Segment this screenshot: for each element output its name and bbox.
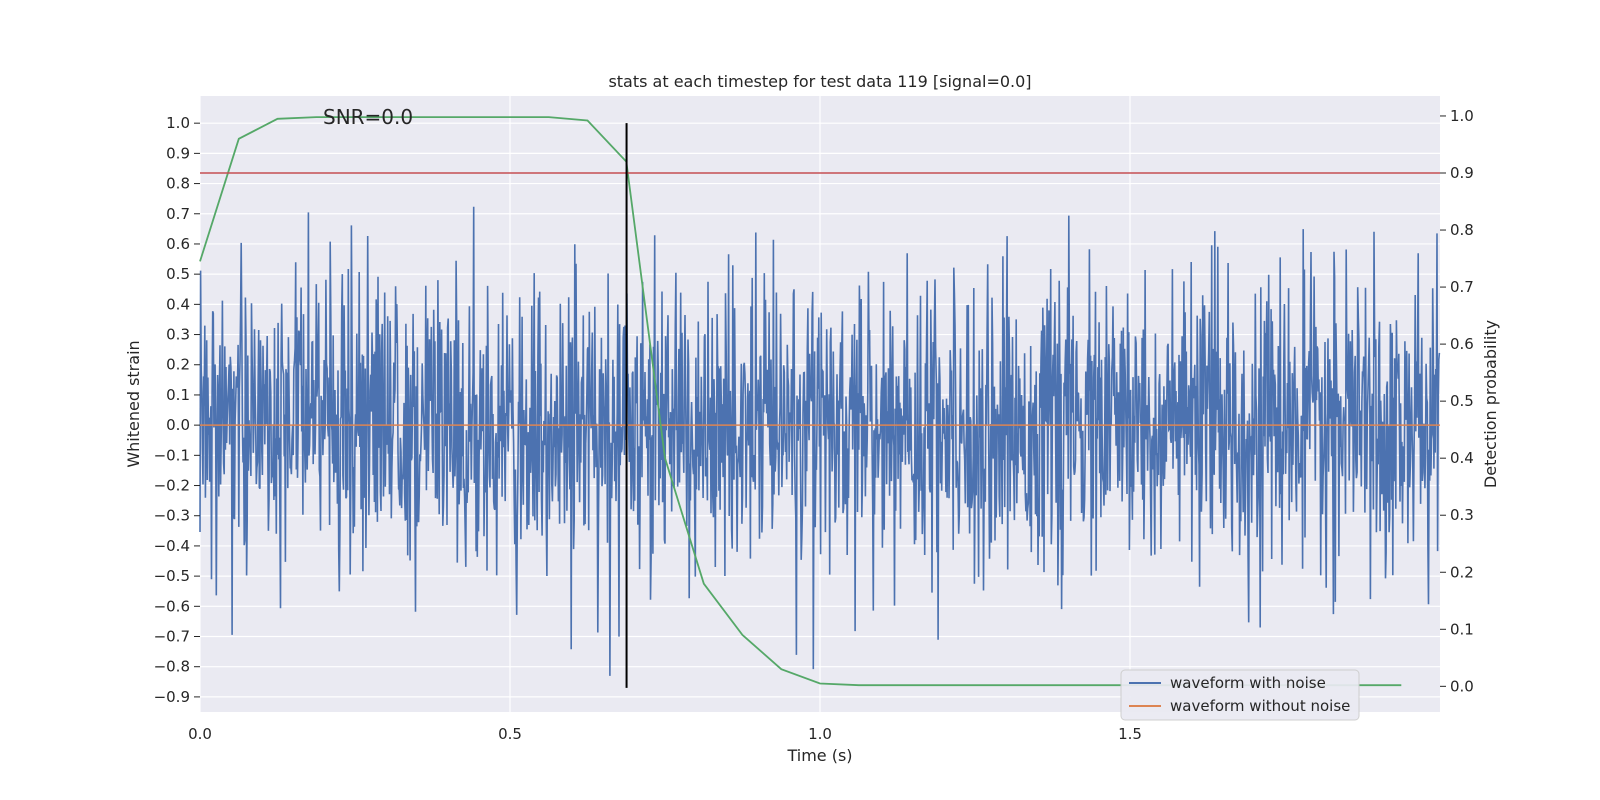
left-tick-label-1: 0.9 — [166, 144, 190, 162]
x-tick-label-0: 0.0 — [188, 725, 212, 743]
legend-label-clean: waveform without noise — [1170, 697, 1350, 715]
left-tick-label-12: −0.2 — [154, 477, 190, 495]
left-tick-label-14: −0.4 — [154, 537, 190, 555]
right-tick-label-7: 0.3 — [1450, 506, 1474, 524]
right-tick-label-4: 0.6 — [1450, 335, 1474, 353]
x-tick-label-2: 1.0 — [808, 725, 832, 743]
legend: waveform with noise waveform without noi… — [1120, 669, 1360, 721]
left-tick-label-9: 0.1 — [166, 386, 190, 404]
right-y-axis-ticks: 1.0 0.9 0.8 0.7 0.6 0.5 0.4 0.3 0.2 0.1 0.0 — [1440, 107, 1474, 695]
right-tick-label-3: 0.7 — [1450, 278, 1474, 296]
left-y-axis-ticks: 1.0 0.9 0.8 0.7 0.6 0.5 0.4 0.3 0.2 0.1 0.0 −0.1 −0.… — [154, 114, 200, 706]
x-axis-ticks: 0.0 0.5 1.0 1.5 — [188, 725, 1142, 743]
right-y-axis-label: Detection probability — [1481, 320, 1500, 488]
right-tick-label-2: 0.8 — [1450, 221, 1474, 239]
left-tick-label-5: 0.5 — [166, 265, 190, 283]
left-tick-label-17: −0.7 — [154, 628, 190, 646]
right-tick-label-5: 0.5 — [1450, 392, 1474, 410]
left-tick-label-10: 0.0 — [166, 416, 190, 434]
left-y-axis-label: Whitened strain — [124, 340, 143, 467]
series-waveform-with-noise — [199, 206, 1441, 676]
reference-lines — [200, 123, 1440, 688]
x-axis-label: Time (s) — [786, 746, 852, 765]
right-tick-label-9: 0.1 — [1450, 620, 1474, 638]
left-tick-label-16: −0.6 — [154, 597, 190, 615]
left-tick-label-15: −0.5 — [154, 567, 190, 585]
left-tick-label-13: −0.3 — [154, 507, 190, 525]
left-tick-label-7: 0.3 — [166, 326, 190, 344]
left-tick-label-18: −0.8 — [154, 658, 190, 676]
left-tick-label-19: −0.9 — [154, 688, 190, 706]
legend-label-noise: waveform with noise — [1170, 674, 1326, 692]
legend-box — [1120, 669, 1360, 721]
right-tick-label-6: 0.4 — [1450, 449, 1474, 467]
right-tick-label-1: 0.9 — [1450, 164, 1474, 182]
left-tick-label-2: 0.8 — [166, 175, 190, 193]
chart-title: stats at each timestep for test data 119… — [608, 72, 1031, 91]
left-tick-label-3: 0.7 — [166, 205, 190, 223]
left-tick-label-4: 0.6 — [166, 235, 190, 253]
noise-waveform-line — [199, 206, 1441, 676]
left-tick-label-6: 0.4 — [166, 295, 190, 313]
x-tick-label-1: 0.5 — [498, 725, 522, 743]
left-tick-label-8: 0.2 — [166, 356, 190, 374]
right-tick-label-8: 0.2 — [1450, 563, 1474, 581]
right-tick-label-10: 0.0 — [1450, 677, 1474, 695]
x-tick-label-3: 1.5 — [1118, 725, 1142, 743]
left-tick-label-11: −0.1 — [154, 446, 190, 464]
snr-annotation: SNR=0.0 — [323, 105, 413, 129]
left-tick-label-0: 1.0 — [166, 114, 190, 132]
right-tick-label-0: 1.0 — [1450, 107, 1474, 125]
